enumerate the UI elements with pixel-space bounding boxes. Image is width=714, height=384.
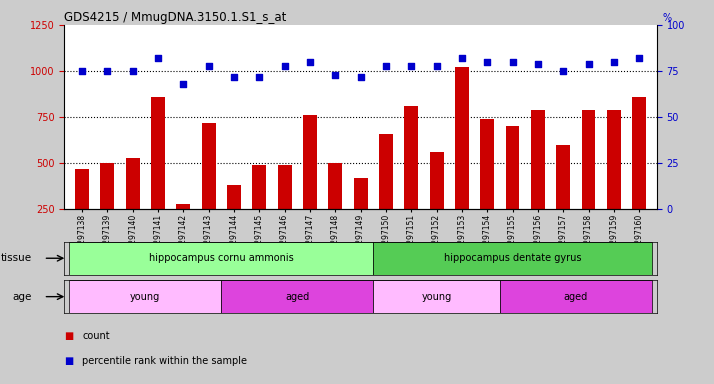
Point xyxy=(279,63,291,69)
Bar xyxy=(69,242,373,275)
Point xyxy=(304,59,316,65)
Bar xyxy=(481,119,494,255)
Bar xyxy=(227,185,241,255)
Bar xyxy=(373,242,652,275)
Point xyxy=(608,59,620,65)
Point xyxy=(633,55,645,61)
Text: age: age xyxy=(12,291,31,302)
Text: tissue: tissue xyxy=(1,253,31,263)
Point xyxy=(152,55,164,61)
Point xyxy=(228,73,240,79)
Point xyxy=(481,59,493,65)
Point xyxy=(178,81,189,87)
Text: young: young xyxy=(421,291,452,302)
Point xyxy=(507,59,518,65)
Bar xyxy=(455,67,469,255)
Bar xyxy=(506,126,520,255)
Text: percentile rank within the sample: percentile rank within the sample xyxy=(82,356,247,366)
Bar xyxy=(373,280,500,313)
Bar xyxy=(75,169,89,255)
Point xyxy=(558,68,569,74)
Text: ■: ■ xyxy=(64,331,74,341)
Bar xyxy=(151,97,165,255)
Point xyxy=(355,73,366,79)
Point xyxy=(532,61,543,67)
Point xyxy=(583,61,594,67)
Bar xyxy=(201,122,216,255)
Text: count: count xyxy=(82,331,110,341)
Point xyxy=(127,68,139,74)
Bar xyxy=(221,280,373,313)
Text: hippocampus dentate gyrus: hippocampus dentate gyrus xyxy=(444,253,581,263)
Bar xyxy=(430,152,443,255)
Text: GDS4215 / MmugDNA.3150.1.S1_s_at: GDS4215 / MmugDNA.3150.1.S1_s_at xyxy=(64,11,286,24)
Bar xyxy=(353,178,368,255)
Bar xyxy=(278,165,291,255)
Point xyxy=(406,63,417,69)
Point xyxy=(101,68,113,74)
Bar xyxy=(69,280,221,313)
Text: ■: ■ xyxy=(64,356,74,366)
Bar xyxy=(379,134,393,255)
Point xyxy=(253,73,265,79)
Text: aged: aged xyxy=(285,291,309,302)
Bar xyxy=(607,110,620,255)
Bar xyxy=(328,163,342,255)
Bar xyxy=(176,204,190,255)
Text: hippocampus cornu ammonis: hippocampus cornu ammonis xyxy=(149,253,293,263)
Text: young: young xyxy=(130,291,161,302)
Point xyxy=(203,63,214,69)
Point xyxy=(76,68,88,74)
Bar xyxy=(581,110,595,255)
Bar xyxy=(500,280,652,313)
Bar xyxy=(556,145,570,255)
Text: %: % xyxy=(663,13,672,23)
Text: aged: aged xyxy=(564,291,588,302)
Bar xyxy=(404,106,418,255)
Bar xyxy=(126,158,140,255)
Bar xyxy=(252,165,266,255)
Point xyxy=(431,63,442,69)
Point xyxy=(456,55,468,61)
Point xyxy=(380,63,391,69)
Bar xyxy=(531,110,545,255)
Bar xyxy=(303,115,317,255)
Bar xyxy=(632,97,646,255)
Bar xyxy=(101,163,114,255)
Point xyxy=(330,72,341,78)
